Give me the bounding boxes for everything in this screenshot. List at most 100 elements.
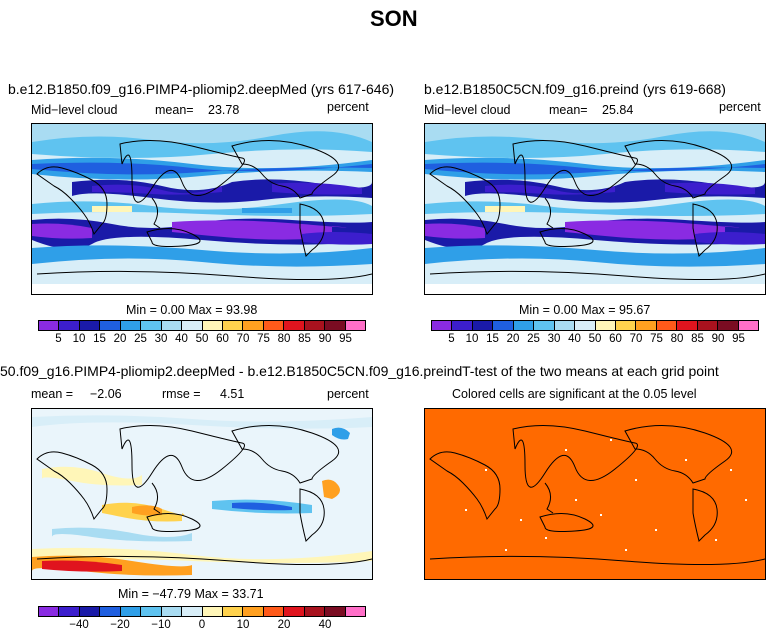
map-bottom-left [31, 408, 373, 580]
colorbar-swatch [325, 607, 346, 616]
colorbar-swatch [284, 321, 305, 330]
cloud-diff-map [32, 409, 372, 579]
variable-label-top-right: Mid−level cloud [424, 103, 511, 117]
colorbar-tick-label: 75 [257, 333, 270, 345]
map-bottom-right [424, 408, 766, 580]
colorbar-swatch [697, 321, 719, 330]
units-top-right: percent [719, 100, 761, 114]
colorbar-tick-label: 70 [629, 333, 643, 345]
colorbar-swatch [513, 321, 535, 330]
colorbar-swatch [615, 321, 637, 330]
colorbar-swatch [534, 321, 555, 330]
colorbar-swatch [554, 321, 576, 330]
panel-subtitle-bottom-right: Colored cells are significant at the 0.0… [452, 387, 697, 401]
colorbar-swatch [141, 607, 162, 616]
colorbar-top-left [38, 320, 366, 331]
colorbar-swatch [79, 321, 101, 330]
colorbar-swatch [243, 607, 264, 616]
colorbar-tick-label: 20 [113, 333, 127, 345]
colorbar-swatch [656, 321, 678, 330]
colorbar-swatch [120, 607, 142, 616]
map-top-left [31, 123, 373, 295]
colorbar-swatch [636, 321, 657, 330]
figure-title: SON [370, 6, 418, 31]
colorbar-swatch [202, 321, 223, 330]
colorbar-tick-label: 90 [318, 333, 332, 345]
colorbar-tick-label: 25 [134, 333, 147, 345]
colorbar-swatch [263, 607, 285, 616]
colorbar-tick-label: 70 [236, 333, 250, 345]
colorbar-swatch [182, 321, 203, 330]
colorbar-tick-label: 15 [93, 333, 106, 345]
ttest-significance-map [425, 409, 765, 579]
colorbar-swatch [677, 321, 698, 330]
colorbar-tick-label: 10 [72, 333, 86, 345]
colorbar-swatch [263, 321, 285, 330]
colorbar-bottom-left [38, 606, 366, 617]
units-bottom-left: percent [327, 387, 369, 401]
colorbar-tick-label: 85 [691, 333, 704, 345]
colorbar-swatch [738, 321, 758, 330]
colorbar-tick-label: 40 [568, 333, 581, 345]
colorbar-top-right [431, 320, 759, 331]
colorbar-swatch [432, 321, 453, 330]
colorbar-swatch [161, 607, 183, 616]
colorbar-swatch [39, 607, 60, 616]
colorbar-tick-label: 75 [650, 333, 663, 345]
colorbar-swatch [59, 607, 80, 616]
colorbar-swatch [472, 321, 494, 330]
colorbar-tick-label: 20 [506, 333, 520, 345]
colorbar-swatch [59, 321, 80, 330]
mean-value-top-right: 25.84 [602, 103, 634, 117]
mean-label-top-left: mean= [155, 103, 194, 117]
colorbar-swatch [161, 321, 183, 330]
colorbar-swatch [493, 321, 514, 330]
variable-label-top-left: Mid−level cloud [31, 103, 118, 117]
units-top-left: percent [327, 100, 369, 114]
colorbar-tick-label: 40 [175, 333, 188, 345]
colorbar-tick-label: 95 [732, 333, 745, 345]
rmse-value-bottom-left: 4.51 [220, 387, 245, 401]
panel-title-bottom-right: T-test of the two means at each grid poi… [462, 363, 719, 379]
minmax-top-right: Min = 0.00 Max = 95.67 [519, 303, 651, 317]
colorbar-swatch [39, 321, 60, 330]
colorbar-tick-label: 5 [448, 333, 455, 345]
colorbar-tick-label: 5 [55, 333, 62, 345]
panel-title-top-right: b.e12.B1850C5CN.f09_g16.preind (yrs 619-… [424, 81, 726, 97]
colorbar-tick-label: −20 [110, 619, 130, 631]
colorbar-tick-label: 85 [298, 333, 311, 345]
colorbar-tick-label: 20 [277, 619, 291, 631]
colorbar-tick-label: 15 [486, 333, 499, 345]
colorbar-tick-label: 10 [236, 619, 250, 631]
colorbar-tick-label: 80 [670, 333, 684, 345]
mean-value-top-left: 23.78 [208, 103, 240, 117]
colorbar-swatch [595, 321, 616, 330]
colorbar-tick-label: 30 [154, 333, 168, 345]
colorbar-swatch [345, 607, 365, 616]
cloud-map-abs [32, 124, 372, 294]
colorbar-tick-label: 60 [609, 333, 622, 345]
panel-title-bottom-left: 50.f09_g16.PIMP4-pliomip2.deepMed - b.e1… [0, 363, 463, 379]
colorbar-tick-label: 95 [339, 333, 352, 345]
panel-title-top-left: b.e12.B1850.f09_g16.PIMP4-pliomip2.deepM… [8, 81, 395, 97]
colorbar-tick-label: −10 [151, 619, 171, 631]
colorbar-tick-label: 90 [711, 333, 725, 345]
map-top-right [424, 123, 766, 295]
colorbar-swatch [452, 321, 473, 330]
colorbar-tick-label: 10 [465, 333, 479, 345]
cloud-map-abs-preind [425, 124, 765, 294]
colorbar-tick-label: 0 [198, 619, 206, 631]
colorbar-swatch [202, 607, 223, 616]
minmax-top-left: Min = 0.00 Max = 93.98 [126, 303, 258, 317]
colorbar-swatch [79, 607, 101, 616]
colorbar-tick-label: −40 [69, 619, 89, 631]
colorbar-swatch [345, 321, 365, 330]
mean-label-top-right: mean= [549, 103, 588, 117]
rmse-label-bottom-left: rmse = [162, 387, 201, 401]
mean-label-bottom-left: mean = [31, 387, 74, 401]
mean-value-bottom-left: −2.06 [90, 387, 122, 401]
colorbar-swatch [304, 607, 326, 616]
colorbar-swatch [141, 321, 162, 330]
colorbar-swatch [100, 607, 121, 616]
colorbar-swatch [718, 321, 739, 330]
